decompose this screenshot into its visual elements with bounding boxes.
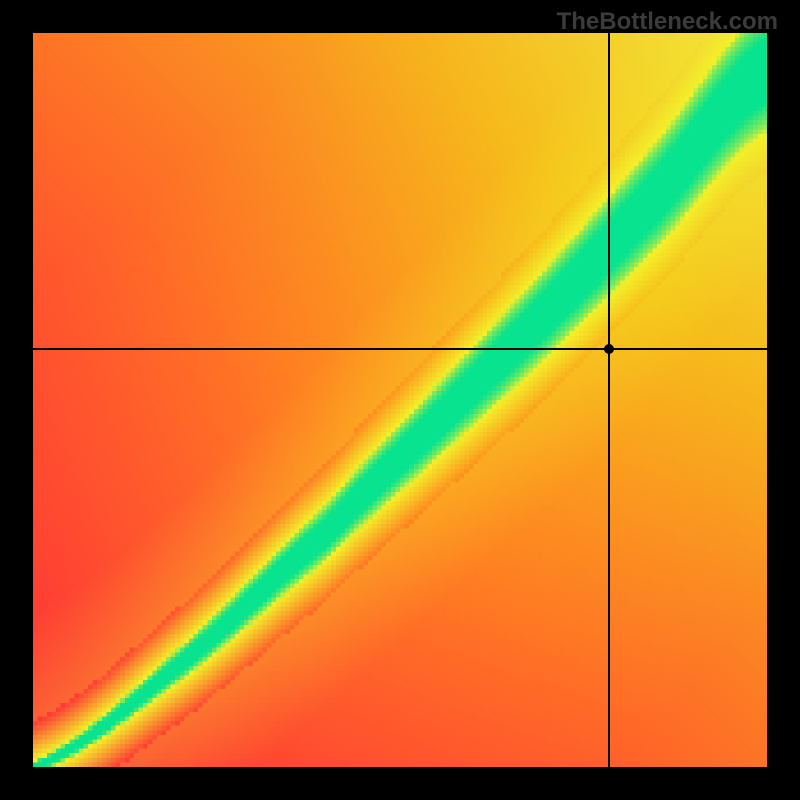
watermark-text: TheBottleneck.com bbox=[557, 8, 778, 36]
chart-container: TheBottleneck.com bbox=[0, 0, 800, 800]
heatmap-canvas bbox=[33, 33, 767, 767]
heatmap-plot bbox=[33, 33, 767, 767]
crosshair-horizontal bbox=[33, 348, 767, 350]
crosshair-marker-dot bbox=[604, 344, 614, 354]
crosshair-vertical bbox=[608, 33, 610, 767]
